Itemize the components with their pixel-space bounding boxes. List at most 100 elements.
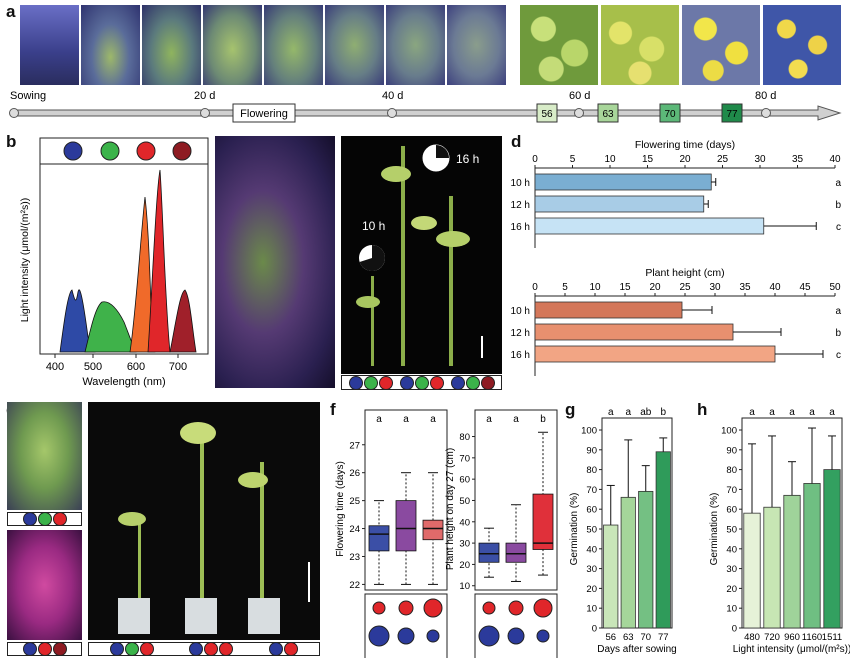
g_germ-tick-label-50: 50	[586, 525, 597, 536]
f_flowering-tick-label-26: 26	[349, 468, 360, 479]
f_height-ylabel: Plant height on day 27 (cm)	[445, 448, 456, 570]
plant_height-bar-1	[534, 323, 734, 341]
f_height-blue-dot-1	[507, 627, 525, 645]
spectrum-ylabel: Light intensity (μmol/(m²s))	[19, 198, 31, 323]
magenta-light-plants-photo	[7, 530, 82, 640]
f_flowering-box-1	[395, 500, 417, 552]
spectral-ratio-plants-photo	[88, 402, 320, 640]
g_germ-bar-1	[620, 496, 636, 629]
panel-label-d: d	[511, 132, 522, 151]
flowering_time-tick-label-15: 15	[642, 154, 654, 165]
f_height-letter-0: a	[486, 414, 492, 425]
g_germ-tick-label-20: 20	[586, 584, 597, 595]
flowering_time-cat-0: 10 h	[511, 178, 530, 189]
day63-label: 63	[602, 109, 614, 120]
flowering_time-tick-label-35: 35	[792, 154, 804, 165]
f_height-tick-label-50: 50	[459, 496, 470, 507]
flowering_time-bar-0	[534, 173, 712, 191]
plant_height-title: Plant height (cm)	[645, 267, 724, 279]
f_height-box-0	[478, 542, 500, 563]
red-peak	[147, 169, 171, 353]
f_height-letter-1: a	[513, 414, 519, 425]
f_flowering-tick-label-25: 25	[349, 496, 360, 507]
flowering_time-cat-2: 16 h	[511, 222, 530, 233]
darkred-led-dot	[172, 141, 192, 161]
plant_height-tick-label-30: 30	[709, 282, 721, 293]
timeline-arrow	[11, 105, 842, 121]
blue-peak	[59, 289, 96, 353]
timeline-60d-label: 60 d	[569, 90, 590, 102]
c-light-legend	[341, 375, 502, 390]
f_height-tick-label-40: 40	[459, 517, 470, 528]
seed-photo-77	[763, 5, 841, 85]
h_germ-tick-label-60: 60	[726, 505, 737, 516]
flowering_time-tick-label-5: 5	[570, 154, 576, 165]
f_flowering-ratio-box	[364, 593, 448, 658]
timeline-marker-0	[9, 108, 19, 118]
spectrum-plot: 400 500 600 700 Wavelength (nm) Light in…	[19, 137, 209, 388]
g_germ-bar-3	[655, 451, 671, 629]
timeline-20d-label: 20 d	[194, 90, 215, 102]
day56-box	[536, 103, 558, 123]
f_flowering-tick-label-23: 23	[349, 552, 360, 563]
g_germ-ylabel: Germination (%)	[569, 493, 580, 566]
seed-photo-70	[682, 5, 760, 85]
plant_height-tick-label-15: 15	[619, 282, 631, 293]
g_germ-cat-3: 77	[658, 632, 669, 643]
growth-photo-5	[264, 5, 323, 85]
g_germ-tick-label-40: 40	[586, 544, 597, 555]
g_germ-bar-2	[638, 490, 654, 629]
e-top-legend	[7, 512, 82, 526]
f_height-tick-label-80: 80	[459, 432, 470, 443]
g_germ-letter-2: ab	[640, 407, 652, 418]
flowering_time-bar-2	[534, 217, 765, 235]
flowering_time-letter-2: c	[836, 222, 841, 233]
seed-photo-63	[601, 5, 679, 85]
f_height-tick-label-30: 30	[459, 539, 470, 550]
f_flowering-red-dot-2	[423, 598, 443, 618]
plant_height-tick-label-40: 40	[769, 282, 781, 293]
flowering-label: Flowering	[240, 108, 288, 120]
timeline-80d-label: 80 d	[755, 90, 776, 102]
h_germ-cat-1: 720	[764, 632, 780, 643]
f_flowering-box-2	[422, 519, 444, 541]
f_height-blue-dot-0	[478, 625, 500, 647]
plant_height-bar-0	[534, 301, 683, 319]
f_flowering-letter-0: a	[376, 414, 382, 425]
f_height-ratio-box	[474, 593, 558, 658]
panel-label-h: h	[697, 400, 708, 419]
flowering_time-letter-1: b	[835, 200, 841, 211]
flowering-box	[232, 103, 296, 123]
g_germ-letter-3: b	[660, 407, 666, 418]
darkred-peak	[169, 289, 197, 353]
g_germ-letter-0: a	[608, 407, 614, 418]
growth-photo-6	[325, 5, 384, 85]
f_flowering-tick-label-22: 22	[349, 580, 360, 591]
pie-10h: 10 h	[359, 219, 385, 271]
flowering_time-title: Flowering time (days)	[635, 140, 735, 151]
timeline-marker-80	[761, 108, 771, 118]
flowering_time-bar-1	[534, 195, 705, 213]
plant_height-letter-0: a	[835, 306, 841, 317]
growth-photo-4	[203, 5, 262, 85]
germination-light-chart: 0 10 20 30 40 50 60 70 80 90 100 Germination (%) a 48…	[709, 407, 850, 655]
photoperiod-plants-photo	[341, 136, 502, 374]
h_germ-cat-4: 1511	[822, 632, 842, 643]
timeline-marker-40	[387, 108, 397, 118]
f_flowering-frame	[364, 409, 448, 591]
flowering_time-tick-label-30: 30	[754, 154, 766, 165]
tick-label-400: 400	[46, 361, 64, 373]
h_germ-letter-3: a	[809, 407, 815, 418]
g_germ-cat-1: 63	[623, 632, 634, 643]
h_germ-tick-label-80: 80	[726, 465, 737, 476]
e-bottom-legend	[7, 642, 82, 656]
plant_height-bar-2	[534, 345, 776, 363]
plant_height-cat-2: 16 h	[511, 350, 530, 361]
timeline-40d-label: 40 d	[382, 90, 403, 102]
green-led-dot	[100, 141, 120, 161]
flowering_time-tick-label-10: 10	[604, 154, 616, 165]
f_height-box-2	[532, 493, 554, 550]
